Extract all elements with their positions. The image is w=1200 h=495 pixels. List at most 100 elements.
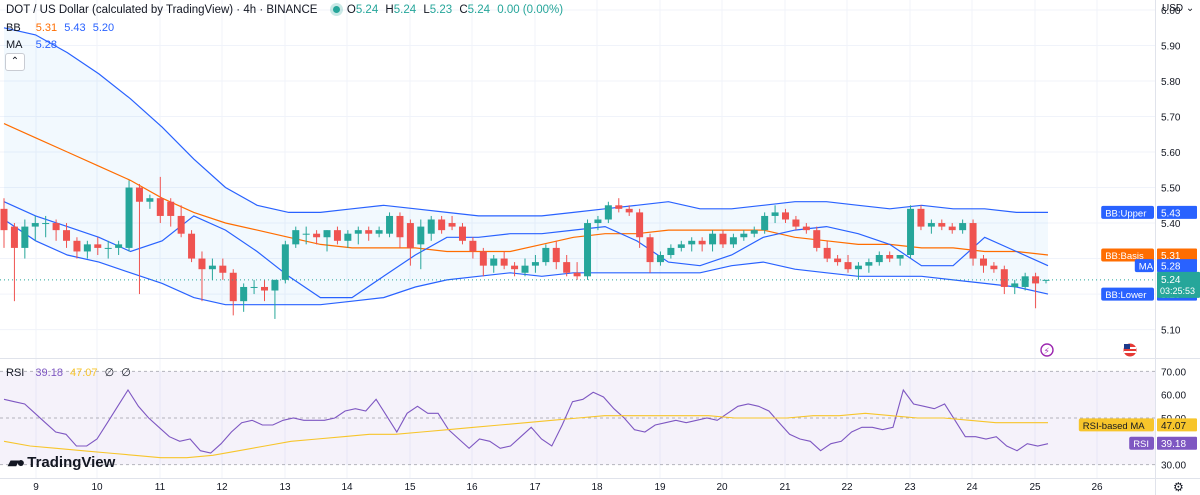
candle-up — [386, 215, 394, 234]
candle-up — [417, 226, 425, 245]
rsi-ma-label-box — [1078, 418, 1154, 432]
candle-up — [490, 258, 498, 266]
dividend-event-icon — [1040, 343, 1054, 357]
candle-down — [438, 219, 446, 231]
candle-up — [688, 240, 696, 245]
current-price-tag — [1157, 271, 1200, 298]
tradingview-logo-icon: ▰● — [8, 454, 25, 470]
candle-down — [625, 208, 633, 213]
candle-up — [927, 223, 935, 227]
candle-up — [907, 208, 915, 256]
date-tick-label: 23 — [904, 482, 916, 493]
settings-gear-icon[interactable]: ⚙ — [1173, 480, 1184, 494]
candle-up — [875, 255, 883, 263]
candle-up — [1021, 276, 1029, 287]
candle-up — [594, 219, 602, 224]
candle-up — [740, 233, 748, 238]
candle-up — [146, 198, 154, 202]
rsi-line — [3, 388, 1049, 454]
price-tick-label: 5.40 — [1161, 219, 1181, 230]
rsi-ma-tag-value: 47.07 — [1161, 421, 1186, 432]
ma-legend[interactable]: MA 5.28 — [6, 39, 61, 51]
candle-down — [792, 219, 800, 227]
candle-up — [250, 286, 258, 288]
candle-up — [677, 244, 685, 248]
candle-up — [854, 265, 862, 270]
date-tick-label: 24 — [966, 482, 978, 493]
date-tick-label: 19 — [654, 482, 666, 493]
candle-down — [458, 226, 466, 241]
candle-down — [1000, 269, 1008, 287]
current-price-value: 5.24 — [1161, 275, 1181, 286]
candle-down — [396, 215, 404, 238]
date-tick-label: 9 — [33, 482, 39, 493]
rsi-legend-label: RSI — [6, 367, 25, 379]
bb-upper-tag-value: 5.43 — [1161, 208, 1181, 219]
bb-basis-label-box — [1101, 248, 1154, 262]
bb-legend[interactable]: BB 5.31 5.43 5.20 — [6, 22, 118, 34]
candle-down — [636, 212, 644, 238]
bb-legend-lower: 5.20 — [92, 22, 115, 34]
price-tick-label: 5.10 — [1161, 326, 1181, 337]
bb-upper-label: BB:Upper — [1105, 208, 1146, 219]
candle-up — [323, 230, 331, 238]
rsi-legend[interactable]: RSI 39.18 47.07 ∅ ∅ — [6, 366, 135, 379]
rsi-legend-extra-2: ∅ — [121, 367, 131, 379]
date-tick-label: 12 — [216, 482, 228, 493]
date-tick-label: 18 — [591, 482, 603, 493]
candle-down — [844, 262, 852, 270]
candle-down — [969, 223, 977, 259]
symbol-title[interactable]: DOT / US Dollar (calculated by TradingVi… — [6, 4, 318, 16]
rsi-legend-extra-1: ∅ — [104, 367, 115, 379]
candle-up — [21, 226, 29, 248]
price-tick-label: 5.60 — [1161, 148, 1181, 159]
date-tick-label: 22 — [841, 482, 853, 493]
candle-down — [917, 208, 925, 227]
candle-down — [511, 265, 519, 270]
ma-tag — [1157, 259, 1197, 273]
tradingview-logo: ▰● TradingView — [8, 454, 115, 471]
candle-up — [1042, 279, 1050, 281]
ohlc-open: O5.24 — [346, 4, 379, 16]
currency-selector[interactable]: USD ⌄ — [1162, 3, 1195, 14]
ohlc-close: C5.24 — [459, 4, 491, 16]
candle-up — [292, 230, 300, 245]
candle-down — [823, 247, 831, 259]
price-tick-label: 5.70 — [1161, 113, 1181, 124]
us-flag-stripe — [1124, 351, 1136, 353]
ohlc-change: 0.00 (0.00%) — [497, 4, 564, 16]
candle-up — [302, 233, 310, 235]
candle-up — [959, 223, 967, 231]
candle-down — [563, 262, 571, 273]
rsi-tick-label: 70.00 — [1161, 367, 1186, 378]
rsi-value-tag — [1157, 436, 1197, 450]
candle-down — [802, 226, 810, 231]
bb-legend-label: BB — [6, 22, 21, 34]
candle-down — [573, 272, 581, 277]
candle-up — [271, 279, 279, 291]
candles-group — [0, 176, 1050, 319]
candle-down — [333, 230, 341, 241]
price-tick-label: 5.90 — [1161, 42, 1181, 53]
price-tick-label: 6.00 — [1161, 6, 1181, 17]
candle-up — [104, 247, 112, 249]
rsi-value-label: RSI — [1133, 439, 1149, 450]
price-tick-label: 5.80 — [1161, 77, 1181, 88]
candle-down — [500, 258, 508, 266]
date-tick-label: 17 — [529, 482, 541, 493]
ohlc-high: H5.24 — [385, 4, 417, 16]
candle-down — [834, 258, 842, 263]
candle-up — [344, 233, 352, 241]
candle-down — [448, 223, 456, 227]
date-tick-label: 14 — [341, 482, 353, 493]
candle-up — [208, 265, 216, 270]
date-tick-label: 21 — [779, 482, 791, 493]
rsi-value-label-box — [1129, 436, 1154, 450]
candle-down — [615, 205, 623, 209]
collapse-legend-button[interactable]: ⌃ — [5, 53, 25, 71]
candle-up — [761, 215, 769, 231]
bar-countdown: 03:25:53 — [1160, 286, 1195, 296]
chart-legend-title: DOT / US Dollar (calculated by TradingVi… — [6, 4, 567, 16]
candle-up — [31, 223, 39, 227]
